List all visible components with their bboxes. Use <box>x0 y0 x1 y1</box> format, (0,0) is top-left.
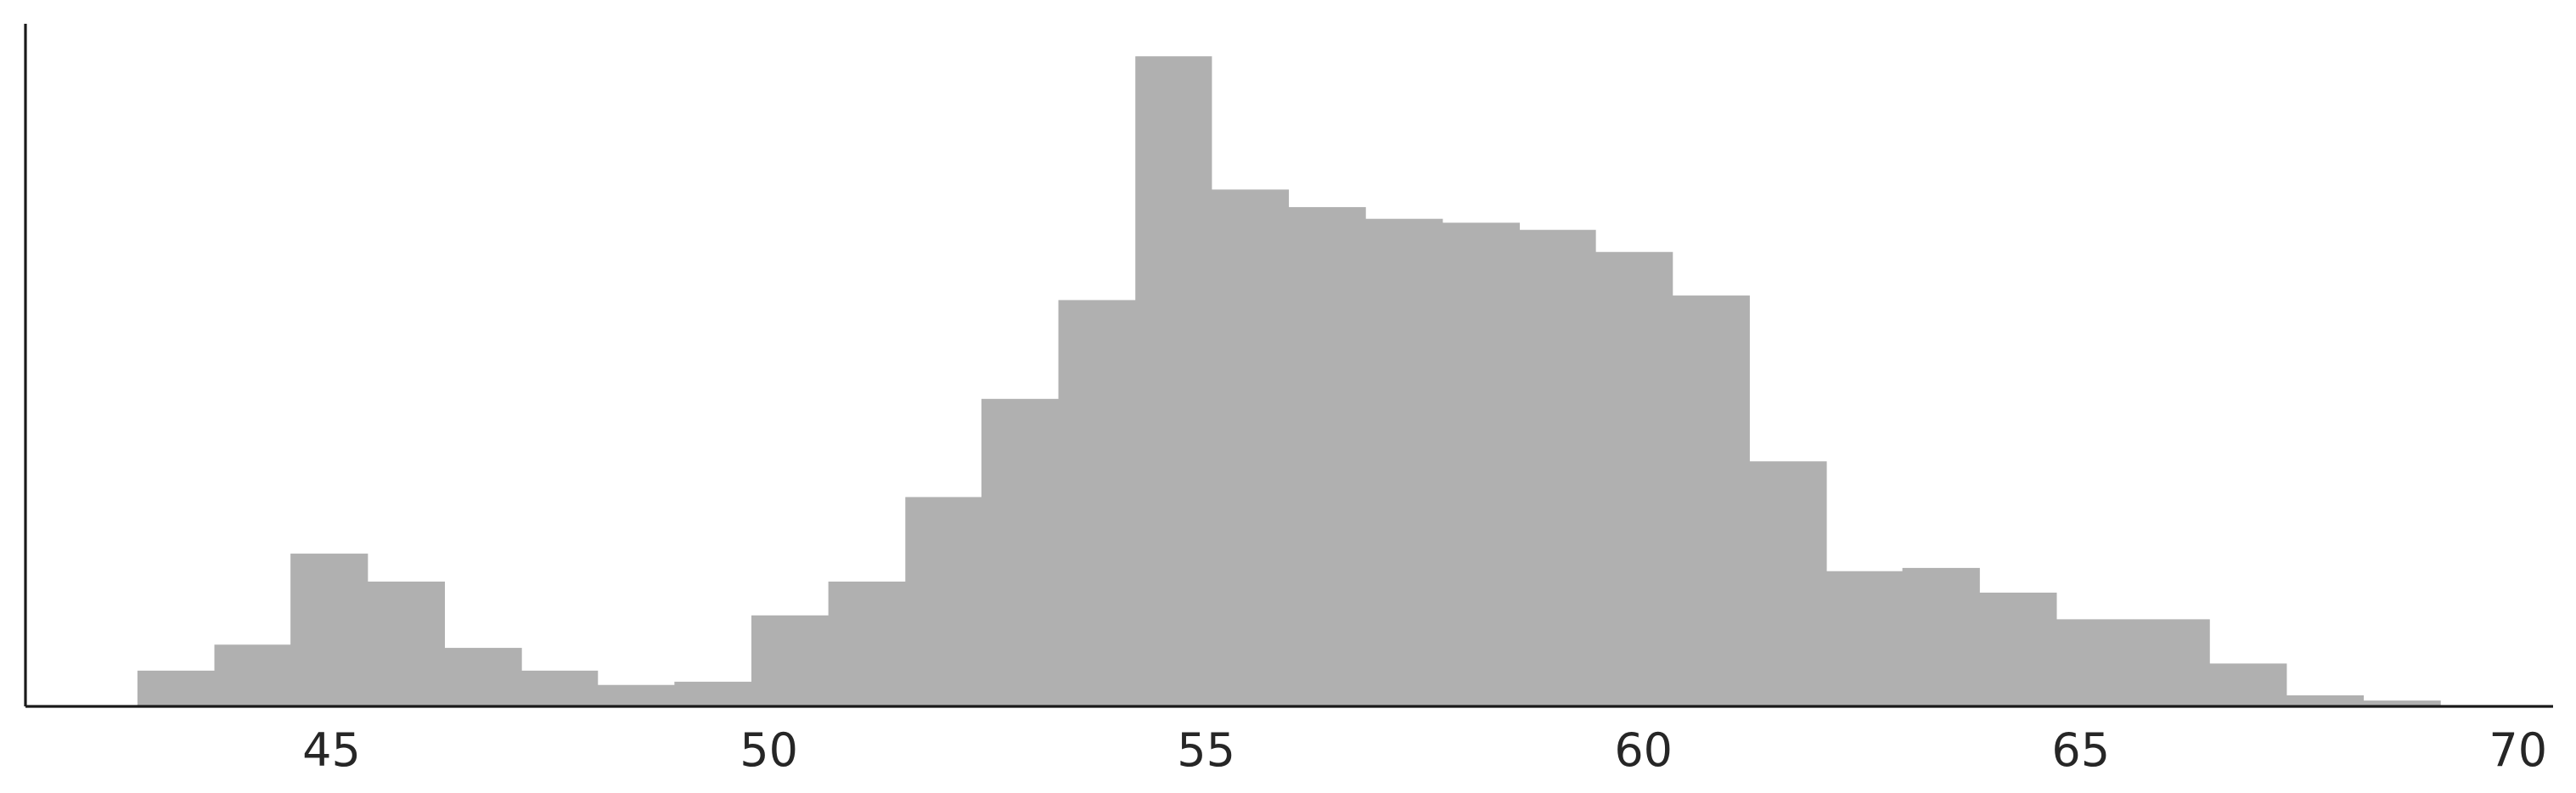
histogram-bar-8 <box>751 615 830 706</box>
histogram-bar-24 <box>1979 593 2057 706</box>
histogram-bar-18 <box>1519 229 1596 706</box>
x-tick-label-65: 65 <box>2051 723 2110 777</box>
histogram-bar-21 <box>1749 461 1827 706</box>
histogram-bar-15 <box>1288 206 1366 707</box>
histogram-bar-10 <box>905 497 982 706</box>
x-ticks-layer: 45 50 55 60 65 70 <box>302 723 2547 777</box>
x-tick-label-55: 55 <box>1177 723 1235 777</box>
x-tick-label-60: 60 <box>1614 723 1673 777</box>
histogram-bar-4 <box>444 648 522 706</box>
histogram-bar-1 <box>214 644 291 706</box>
histogram-bar-23 <box>1902 567 1980 706</box>
bars-layer <box>137 56 2441 707</box>
histogram-bar-11 <box>981 398 1060 706</box>
histogram-bar-25 <box>2056 619 2134 706</box>
histogram-bar-7 <box>674 681 752 706</box>
histogram-bar-28 <box>2286 695 2365 706</box>
histogram-bar-17 <box>1442 222 1521 706</box>
histogram-bar-22 <box>1825 571 1904 706</box>
histogram-bar-3 <box>367 581 446 706</box>
histogram-bar-9 <box>828 581 906 706</box>
histogram-bar-0 <box>137 670 216 706</box>
histogram-bar-29 <box>2363 700 2441 706</box>
x-tick-label-70: 70 <box>2489 723 2547 777</box>
histogram-bar-12 <box>1058 300 1136 706</box>
histogram-bar-20 <box>1672 295 1750 706</box>
histogram-bar-6 <box>597 684 675 706</box>
histogram-bar-14 <box>1211 189 1290 706</box>
x-tick-label-45: 45 <box>302 723 361 777</box>
histogram-bar-26 <box>2133 619 2210 706</box>
histogram-bar-13 <box>1135 56 1212 707</box>
histogram-bar-2 <box>290 554 368 706</box>
histogram-bar-5 <box>521 670 599 706</box>
histogram-bar-27 <box>2209 663 2287 706</box>
histogram-bar-16 <box>1365 218 1443 706</box>
x-tick-label-50: 50 <box>740 723 798 777</box>
histogram-bar-19 <box>1595 251 1673 706</box>
